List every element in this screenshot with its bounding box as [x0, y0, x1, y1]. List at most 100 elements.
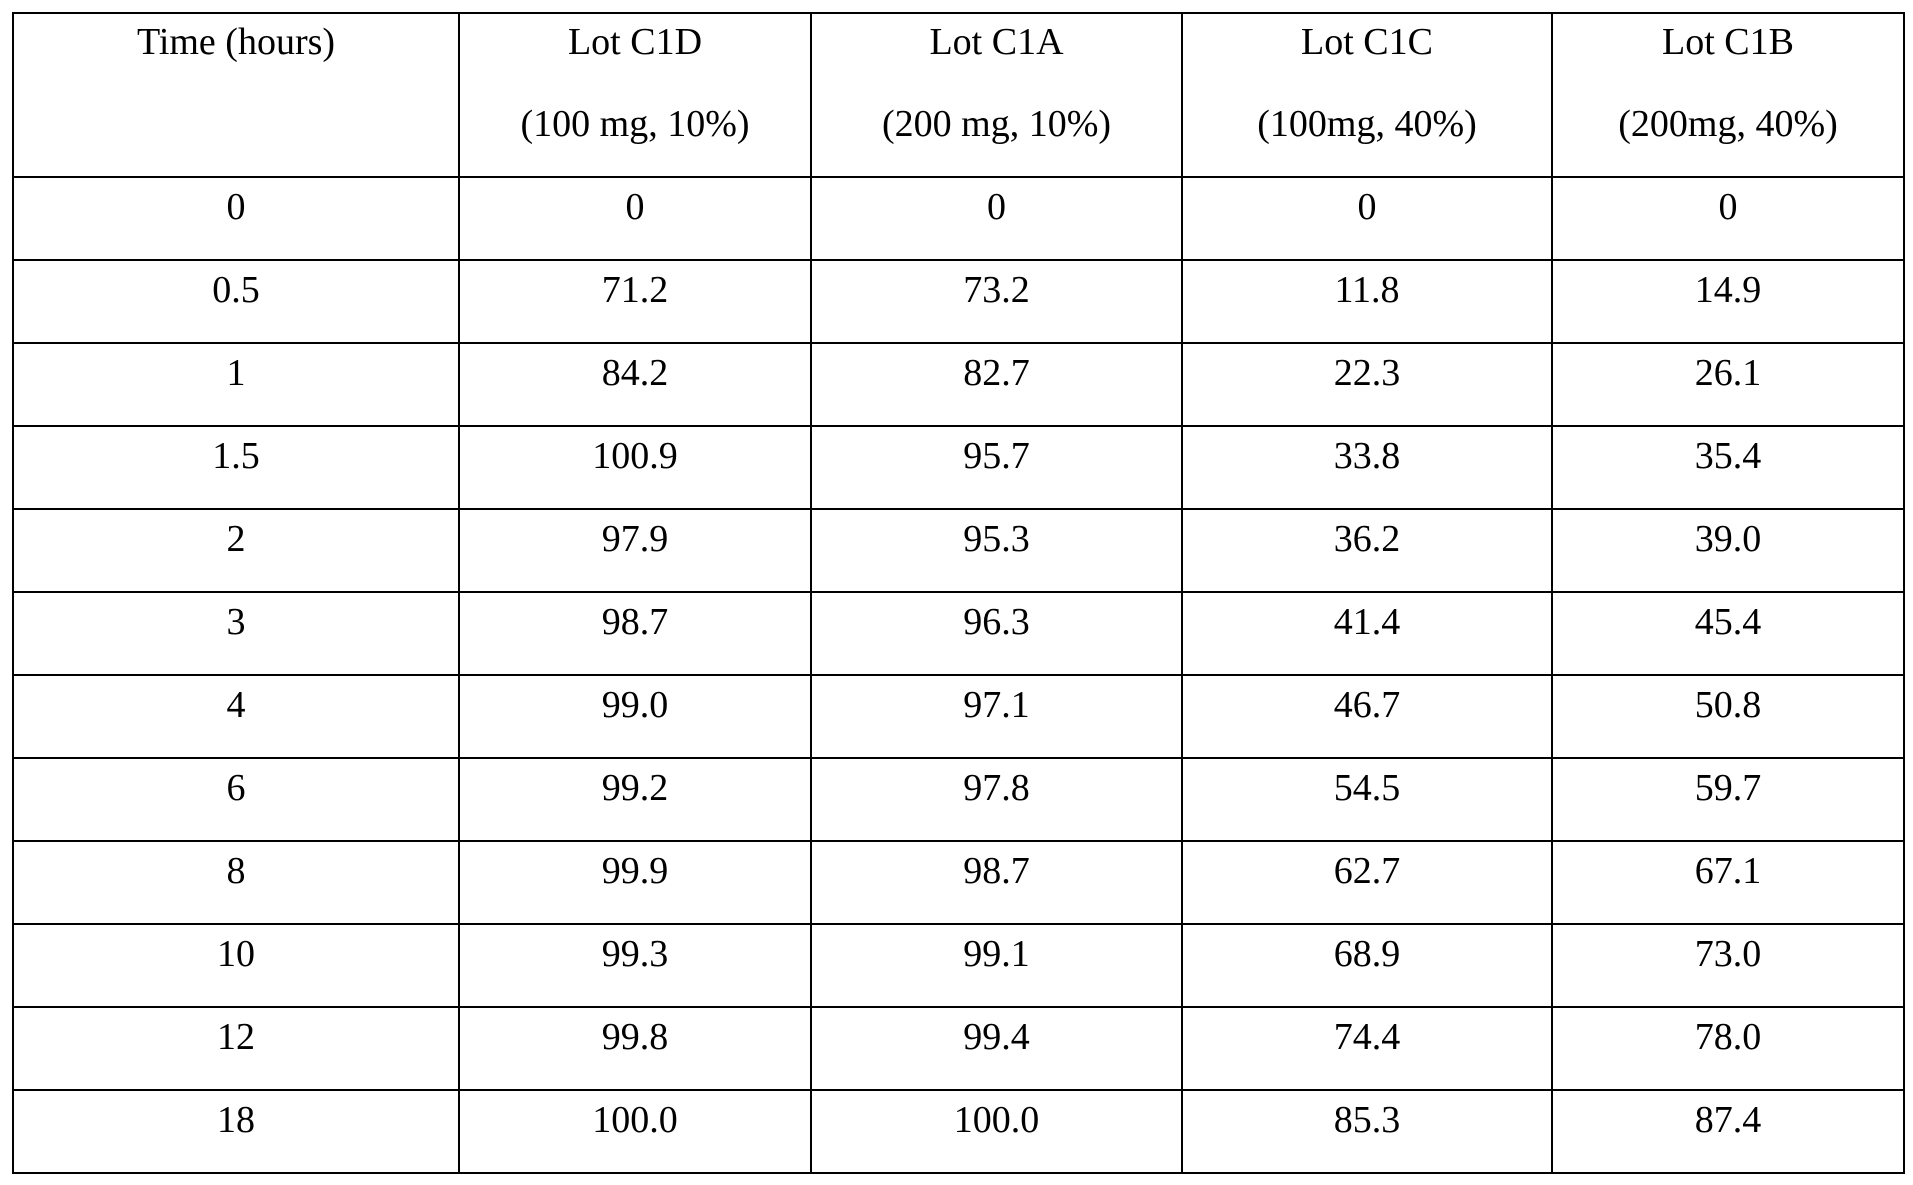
cell-text: 99.1: [812, 934, 1181, 974]
cell-text: 1.5: [14, 436, 458, 476]
table-cell: 0: [1552, 177, 1904, 260]
cell-text: 3: [14, 602, 458, 642]
header-cell: Lot C1B (200mg, 40%): [1552, 13, 1904, 177]
header-text: Lot C1A: [812, 22, 1181, 62]
cell-text: 50.8: [1553, 685, 1903, 725]
cell-text: 36.2: [1183, 519, 1551, 559]
cell-text: 98.7: [812, 851, 1181, 891]
table-row: 1099.399.168.973.0: [13, 924, 1904, 1007]
cell-text: 97.1: [812, 685, 1181, 725]
header-text: Lot C1B: [1553, 22, 1903, 62]
cell-text: 39.0: [1553, 519, 1903, 559]
table-row: 899.998.762.767.1: [13, 841, 1904, 924]
header-text: (200mg, 40%): [1553, 104, 1903, 144]
header-cell: Lot C1C(100mg, 40%): [1182, 13, 1552, 177]
table-cell: 3: [13, 592, 459, 675]
cell-text: 78.0: [1553, 1017, 1903, 1057]
cell-text: 0.5: [14, 270, 458, 310]
header-cell: Time (hours): [13, 13, 459, 177]
table-cell: 73.0: [1552, 924, 1904, 1007]
table-cell: 97.9: [459, 509, 811, 592]
table-cell: 2: [13, 509, 459, 592]
table-cell: 95.3: [811, 509, 1182, 592]
table-cell: 35.4: [1552, 426, 1904, 509]
table-cell: 22.3: [1182, 343, 1552, 426]
cell-text: 100.9: [460, 436, 810, 476]
cell-text: 68.9: [1183, 934, 1551, 974]
table-cell: 6: [13, 758, 459, 841]
cell-text: 12: [14, 1017, 458, 1057]
table-cell: 96.3: [811, 592, 1182, 675]
table-cell: 97.8: [811, 758, 1182, 841]
table-cell: 41.4: [1182, 592, 1552, 675]
cell-text: 0: [1553, 187, 1903, 227]
table-row: 00000: [13, 177, 1904, 260]
cell-text: 97.8: [812, 768, 1181, 808]
table-cell: 99.4: [811, 1007, 1182, 1090]
table-cell: 95.7: [811, 426, 1182, 509]
cell-text: 59.7: [1553, 768, 1903, 808]
table-cell: 73.2: [811, 260, 1182, 343]
cell-text: 73.2: [812, 270, 1181, 310]
cell-text: 74.4: [1183, 1017, 1551, 1057]
table-row: 18100.0100.085.387.4: [13, 1090, 1904, 1173]
cell-text: 0: [14, 187, 458, 227]
table-row: 398.796.341.445.4: [13, 592, 1904, 675]
table-cell: 99.1: [811, 924, 1182, 1007]
cell-text: 41.4: [1183, 602, 1551, 642]
cell-text: 62.7: [1183, 851, 1551, 891]
table-cell: 98.7: [459, 592, 811, 675]
table-cell: 18: [13, 1090, 459, 1173]
table-row: 499.097.146.750.8: [13, 675, 1904, 758]
cell-text: 85.3: [1183, 1100, 1551, 1140]
table-cell: 4: [13, 675, 459, 758]
table-cell: 74.4: [1182, 1007, 1552, 1090]
table-cell: 100.0: [459, 1090, 811, 1173]
table-cell: 8: [13, 841, 459, 924]
table-cell: 45.4: [1552, 592, 1904, 675]
cell-text: 2: [14, 519, 458, 559]
cell-text: 99.9: [460, 851, 810, 891]
cell-text: 54.5: [1183, 768, 1551, 808]
table-cell: 10: [13, 924, 459, 1007]
table-cell: 50.8: [1552, 675, 1904, 758]
cell-text: 95.3: [812, 519, 1181, 559]
table-cell: 71.2: [459, 260, 811, 343]
cell-text: 10: [14, 934, 458, 974]
table-row: 699.297.854.559.7: [13, 758, 1904, 841]
cell-text: 11.8: [1183, 270, 1551, 310]
table-row: 1.5100.995.733.835.4: [13, 426, 1904, 509]
cell-text: 97.9: [460, 519, 810, 559]
cell-text: 71.2: [460, 270, 810, 310]
cell-text: 98.7: [460, 602, 810, 642]
table-cell: 99.9: [459, 841, 811, 924]
header-text: Lot C1D: [460, 22, 810, 62]
cell-text: 0: [1183, 187, 1551, 227]
cell-text: 35.4: [1553, 436, 1903, 476]
cell-text: 1: [14, 353, 458, 393]
header-text: (100mg, 40%): [1183, 104, 1551, 144]
table-cell: 0.5: [13, 260, 459, 343]
header-text: (200 mg, 10%): [812, 104, 1181, 144]
cell-text: 67.1: [1553, 851, 1903, 891]
data-table: Time (hours)Lot C1D (100 mg, 10%) Lot C1A (…: [12, 12, 1905, 1174]
table-cell: 12: [13, 1007, 459, 1090]
table-row: 0.571.273.211.814.9: [13, 260, 1904, 343]
table-cell: 0: [811, 177, 1182, 260]
table-cell: 99.0: [459, 675, 811, 758]
cell-text: 99.0: [460, 685, 810, 725]
header-text: (100 mg, 10%): [460, 104, 810, 144]
table-cell: 100.0: [811, 1090, 1182, 1173]
header-cell: Lot C1D (100 mg, 10%): [459, 13, 811, 177]
table-cell: 68.9: [1182, 924, 1552, 1007]
table-cell: 62.7: [1182, 841, 1552, 924]
table-cell: 99.3: [459, 924, 811, 1007]
table-row: 1299.899.474.478.0: [13, 1007, 1904, 1090]
header-text: Time (hours): [14, 22, 458, 62]
table-cell: 85.3: [1182, 1090, 1552, 1173]
table-cell: 0: [13, 177, 459, 260]
table-cell: 59.7: [1552, 758, 1904, 841]
table-cell: 99.8: [459, 1007, 811, 1090]
cell-text: 100.0: [460, 1100, 810, 1140]
